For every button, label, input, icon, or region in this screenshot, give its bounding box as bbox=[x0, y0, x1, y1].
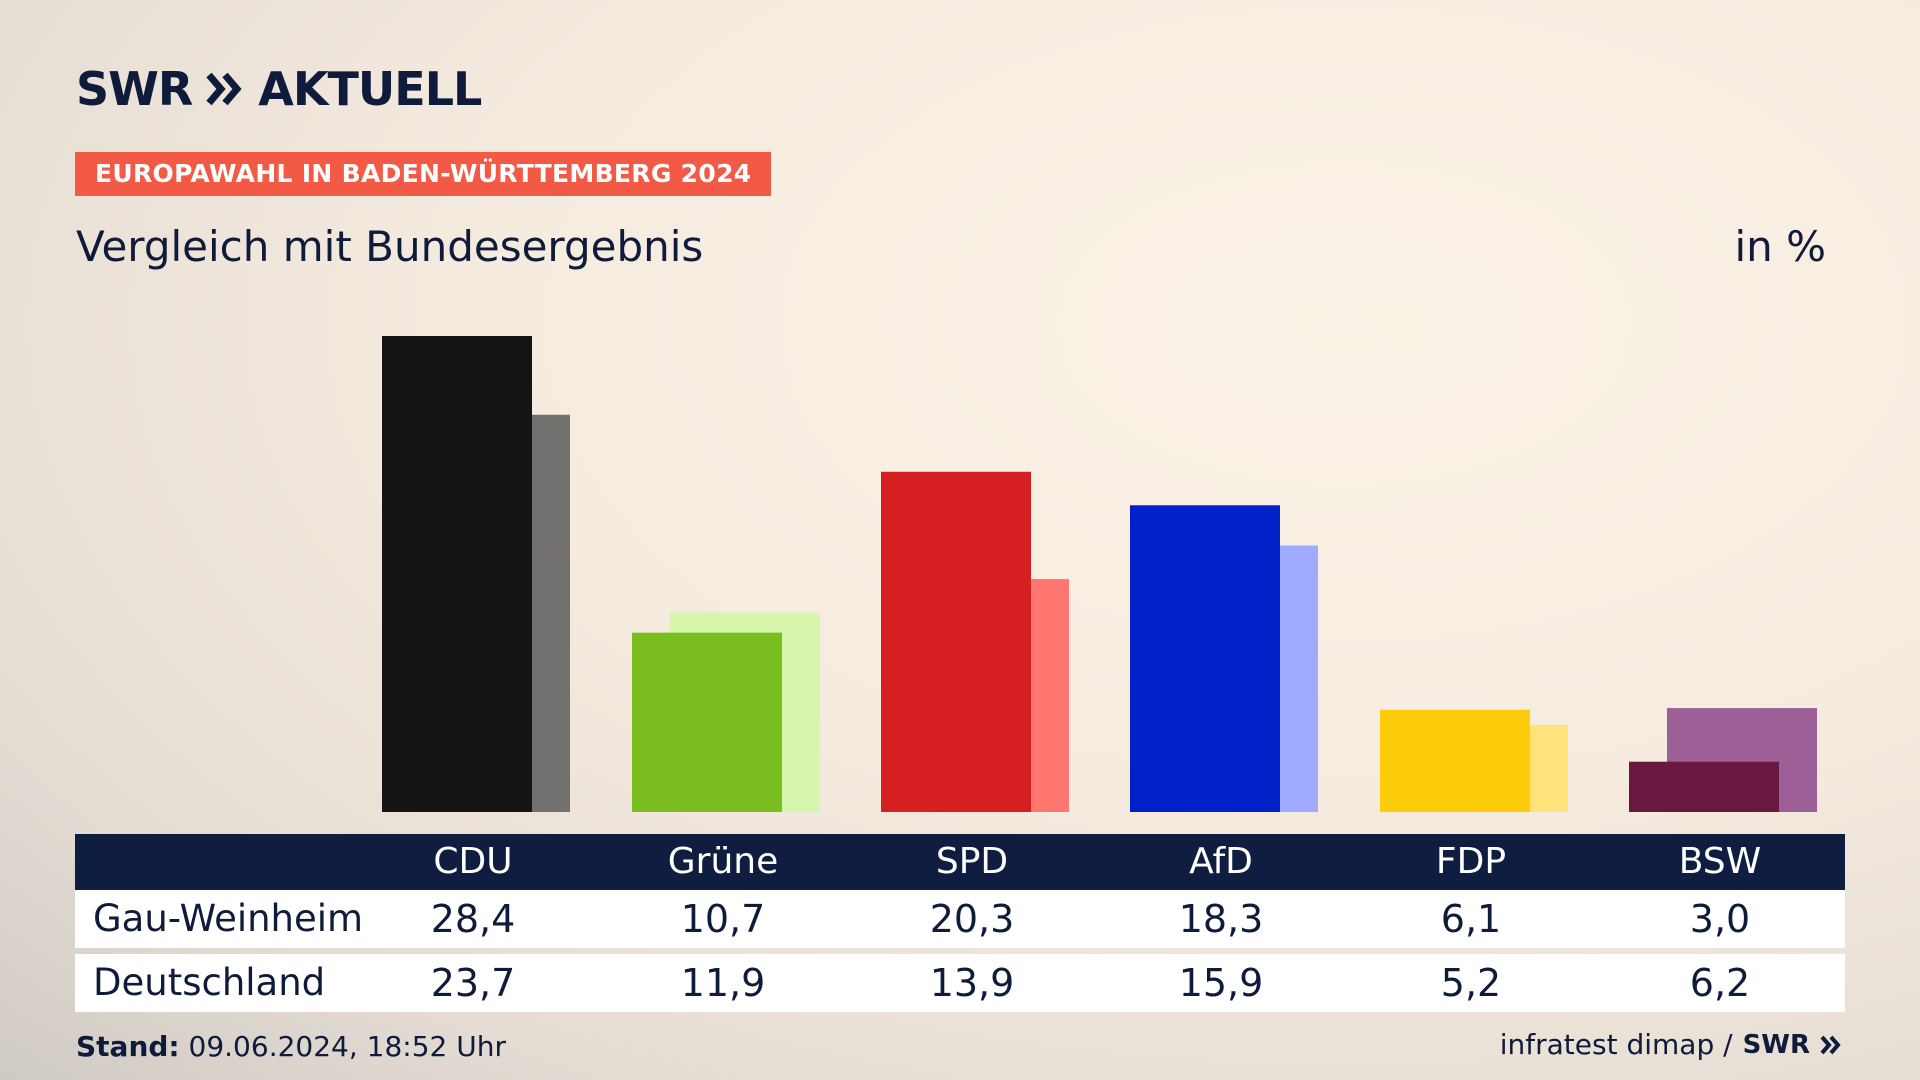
value-deutschland-cdu: 23,7 bbox=[430, 961, 516, 1005]
value-gau-weinheim-spd: 20,3 bbox=[929, 897, 1015, 941]
bar-gau-weinheim-gruene bbox=[632, 632, 782, 812]
logo-swr-text: SWR bbox=[76, 62, 193, 116]
column-header-gruene: Grüne bbox=[667, 841, 779, 882]
value-deutschland-gruene: 11,9 bbox=[680, 961, 766, 1005]
chart-subtitle: Vergleich mit Bundesergebnis bbox=[76, 222, 704, 271]
value-gau-weinheim-fdp: 6,1 bbox=[1440, 897, 1502, 941]
bar-chart bbox=[382, 336, 1817, 812]
swr-aktuell-logo: SWR AKTUELL bbox=[76, 62, 482, 116]
logo-aktuell-text: AKTUELL bbox=[258, 62, 482, 116]
bar-gau-weinheim-bsw bbox=[1629, 761, 1779, 812]
double-chevron-icon bbox=[206, 72, 242, 106]
bar-gau-weinheim-fdp bbox=[1380, 709, 1530, 812]
source-text: infratest dimap / bbox=[1499, 1028, 1733, 1061]
stand-value: 09.06.2024, 18:52 Uhr bbox=[188, 1030, 506, 1063]
bar-gau-weinheim-spd bbox=[881, 471, 1031, 812]
table-row-deutschland: Deutschland 23,7 11,9 13,9 15,9 5,2 6,2 bbox=[75, 954, 1845, 1012]
small-double-chevron-icon bbox=[1820, 1035, 1841, 1054]
row-label-deutschland: Deutschland bbox=[93, 961, 326, 1004]
stand-label: Stand: bbox=[76, 1030, 180, 1063]
source-credit: infratest dimap / SWR bbox=[1500, 1028, 1842, 1061]
value-gau-weinheim-bsw: 3,0 bbox=[1689, 897, 1751, 941]
value-gau-weinheim-gruene: 10,7 bbox=[680, 897, 766, 941]
bar-gau-weinheim-afd bbox=[1130, 505, 1280, 812]
table-header: CDU Grüne SPD AfD FDP BSW bbox=[75, 834, 1845, 890]
timestamp: Stand: 09.06.2024, 18:52 Uhr bbox=[76, 1030, 506, 1063]
results-table: CDU Grüne SPD AfD FDP BSW Gau-Weinheim 28,4 10… bbox=[75, 834, 1845, 1012]
column-header-bsw: BSW bbox=[1678, 841, 1762, 882]
value-gau-weinheim-cdu: 28,4 bbox=[430, 897, 516, 941]
value-deutschland-bsw: 6,2 bbox=[1689, 961, 1751, 1005]
column-header-afd: AfD bbox=[1189, 841, 1253, 882]
value-gau-weinheim-afd: 18,3 bbox=[1178, 897, 1264, 941]
table-row-gau-weinheim: Gau-Weinheim 28,4 10,7 20,3 18,3 6,1 3,0 bbox=[75, 890, 1845, 948]
value-deutschland-fdp: 5,2 bbox=[1440, 961, 1502, 1005]
value-deutschland-afd: 15,9 bbox=[1178, 961, 1264, 1005]
column-header-fdp: FDP bbox=[1435, 841, 1507, 882]
election-badge: EUROPAWAHL IN BADEN-WÜRTTEMBERG 2024 bbox=[75, 152, 772, 196]
row-label-gau-weinheim: Gau-Weinheim bbox=[93, 897, 364, 940]
swr-small-logo-text: SWR bbox=[1742, 1029, 1810, 1060]
column-header-cdu: CDU bbox=[433, 841, 513, 882]
bar-gau-weinheim-cdu bbox=[382, 336, 532, 812]
column-header-spd: SPD bbox=[935, 841, 1009, 882]
value-deutschland-spd: 13,9 bbox=[929, 961, 1015, 1005]
unit-label: in % bbox=[1734, 222, 1826, 271]
